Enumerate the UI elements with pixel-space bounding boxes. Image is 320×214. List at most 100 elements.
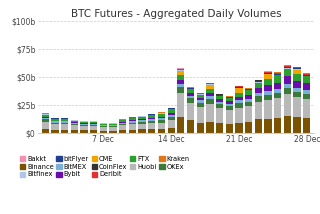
Bar bbox=[119, 122, 126, 123]
Bar bbox=[51, 124, 59, 130]
Bar bbox=[196, 107, 204, 123]
Bar bbox=[264, 79, 272, 85]
Bar bbox=[158, 113, 165, 114]
Bar bbox=[90, 126, 97, 131]
Bar bbox=[255, 88, 262, 93]
Bar bbox=[216, 104, 223, 108]
Bar bbox=[216, 108, 223, 123]
Bar bbox=[216, 99, 223, 101]
Bar bbox=[119, 123, 126, 124]
Bar bbox=[119, 124, 126, 125]
Bar bbox=[71, 121, 78, 122]
Bar bbox=[245, 99, 252, 101]
Bar bbox=[196, 98, 204, 100]
Bar bbox=[206, 104, 213, 122]
Bar bbox=[42, 118, 49, 119]
Bar bbox=[196, 95, 204, 98]
Bar bbox=[158, 118, 165, 120]
Bar bbox=[100, 126, 107, 127]
Bar bbox=[293, 81, 301, 88]
Bar bbox=[90, 131, 97, 133]
Bar bbox=[129, 120, 136, 121]
Bar bbox=[168, 109, 175, 113]
Bar bbox=[284, 94, 291, 116]
Bar bbox=[187, 89, 194, 93]
Bar bbox=[109, 125, 117, 126]
Bar bbox=[264, 73, 272, 74]
Bar bbox=[264, 91, 272, 95]
Bar bbox=[274, 89, 281, 93]
Bar bbox=[177, 80, 184, 84]
Bar bbox=[206, 96, 213, 99]
Bar bbox=[235, 86, 243, 87]
Bar bbox=[139, 117, 146, 119]
Bar bbox=[51, 123, 59, 124]
Bar bbox=[303, 83, 310, 90]
Bar bbox=[226, 98, 233, 101]
Bar bbox=[255, 96, 262, 101]
Bar bbox=[216, 123, 223, 133]
Bar bbox=[129, 118, 136, 120]
Bar bbox=[129, 124, 136, 130]
Bar bbox=[177, 69, 184, 70]
Bar bbox=[80, 125, 88, 126]
Bar bbox=[168, 117, 175, 120]
Bar bbox=[129, 130, 136, 133]
Bar bbox=[274, 118, 281, 133]
Bar bbox=[187, 103, 194, 120]
Bar bbox=[100, 127, 107, 131]
Bar bbox=[284, 68, 291, 69]
Bar bbox=[100, 125, 107, 126]
Bar bbox=[264, 100, 272, 119]
Bar bbox=[264, 72, 272, 73]
Bar bbox=[177, 84, 184, 87]
Bar bbox=[303, 99, 310, 118]
Bar bbox=[245, 101, 252, 106]
Bar bbox=[71, 120, 78, 121]
Bar bbox=[148, 121, 156, 123]
Bar bbox=[51, 130, 59, 133]
Bar bbox=[80, 126, 88, 131]
Bar bbox=[139, 129, 146, 133]
Bar bbox=[235, 108, 243, 123]
Bar bbox=[284, 66, 291, 67]
Bar bbox=[148, 118, 156, 119]
Bar bbox=[177, 93, 184, 117]
Bar bbox=[42, 119, 49, 122]
Bar bbox=[303, 90, 310, 94]
Bar bbox=[264, 71, 272, 72]
Bar bbox=[303, 94, 310, 99]
Bar bbox=[148, 114, 156, 115]
Bar bbox=[158, 129, 165, 133]
Bar bbox=[196, 123, 204, 133]
Bar bbox=[109, 131, 117, 133]
Bar bbox=[187, 88, 194, 89]
Bar bbox=[90, 125, 97, 126]
Bar bbox=[168, 108, 175, 109]
Bar bbox=[293, 68, 301, 69]
Bar bbox=[293, 69, 301, 70]
Bar bbox=[245, 89, 252, 90]
Bar bbox=[51, 118, 59, 119]
Bar bbox=[61, 124, 68, 130]
Bar bbox=[255, 93, 262, 96]
Bar bbox=[177, 117, 184, 133]
Bar bbox=[129, 123, 136, 124]
Bar bbox=[168, 113, 175, 115]
Bar bbox=[119, 125, 126, 131]
Bar bbox=[139, 116, 146, 117]
Bar bbox=[274, 98, 281, 118]
Bar bbox=[109, 126, 117, 127]
Bar bbox=[158, 117, 165, 118]
Bar bbox=[71, 131, 78, 133]
Bar bbox=[80, 122, 88, 123]
Bar bbox=[71, 123, 78, 124]
Bar bbox=[235, 87, 243, 88]
Bar bbox=[255, 83, 262, 88]
Bar bbox=[168, 115, 175, 117]
Bar bbox=[293, 74, 301, 81]
Bar bbox=[235, 93, 243, 97]
Bar bbox=[51, 121, 59, 123]
Bar bbox=[235, 97, 243, 100]
Bar bbox=[264, 95, 272, 100]
